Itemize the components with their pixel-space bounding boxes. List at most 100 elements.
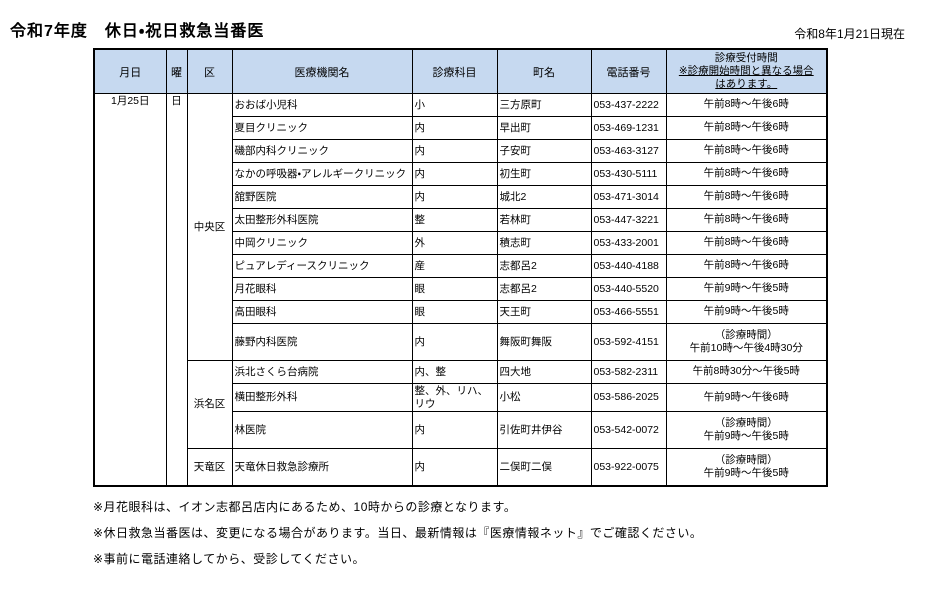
- column-header-day: 曜: [165, 48, 188, 94]
- column-header-ward: 区: [186, 48, 233, 94]
- table-row: 夏目クリニック内早出町 053-469-1231 午前8時～午後6時: [94, 116, 828, 140]
- institution-cell: ピュアレディースクリニック: [231, 254, 413, 278]
- institution-cell: 月花眼科: [231, 277, 413, 301]
- footnotes: ※月花眼科は、イオン志都呂店内にあるため、10時からの診療となります。 ※休日救…: [93, 494, 702, 572]
- phone-cell: 053-466-5551: [590, 300, 667, 324]
- table-row: 磯部内科クリニック内子安町 053-463-3127 午前8時～午後6時: [94, 139, 828, 163]
- date-cell: 1月25日: [93, 92, 167, 487]
- reception-hours-cell: 午前8時～午後6時: [665, 116, 828, 140]
- table-row: 浜名区 浜北さくら台病院 内、整 四大地 053-582-2311 午前8時30分～午後5…: [94, 359, 828, 450]
- reception-hours-cell: 午前8時30分～午後5時: [665, 360, 828, 384]
- institution-cell: おおば小児科: [231, 93, 413, 117]
- town-cell: 小松: [496, 382, 592, 413]
- town-cell: 積志町: [496, 231, 592, 255]
- roster-body: 1月25日日中央区 おおば小児科小三方原町 053-437-2222 午前8時～午後6…: [93, 92, 828, 487]
- column-header-reception-hours: 診療受付時間 ※診療開始時間と異なる場合 はあります。: [665, 48, 828, 94]
- phone-cell: 053-471-3014: [590, 185, 667, 209]
- table-row: 1月25日日中央区 おおば小児科小三方原町 053-437-2222 午前8時～午後6…: [93, 92, 828, 487]
- table-row: 高田眼科眼天王町 053-466-5551 午前9時～午後5時: [94, 300, 828, 324]
- institution-cell: 夏目クリニック: [231, 116, 413, 140]
- phone-cell: 053-437-2222: [590, 93, 667, 117]
- reception-hours-cell: （診療時間） 午前9時～午後5時: [665, 448, 828, 487]
- column-header-institution: 医療機関名: [231, 48, 413, 94]
- ward-cell: 天竜区: [186, 448, 233, 487]
- header-row: 月日 曜 区 医療機関名 診療科目 町名 電話番号 診療受付時間 ※診療開始時間…: [93, 48, 828, 94]
- town-cell: 子安町: [496, 139, 592, 163]
- institution-cell: 天竜休日救急診療所: [231, 448, 413, 487]
- department-cell: 内: [411, 116, 498, 140]
- reception-hours-cell: 午前8時～午後6時: [665, 162, 828, 186]
- institution-cell: 林医院: [231, 411, 413, 450]
- department-cell: 小: [411, 93, 498, 117]
- department-cell: 整: [411, 208, 498, 232]
- phone-cell: 053-447-3221: [590, 208, 667, 232]
- footnote: ※月花眼科は、イオン志都呂店内にあるため、10時からの診療となります。: [93, 500, 517, 514]
- page-title: 令和7年度 休日・祝日救急当番医: [10, 23, 265, 40]
- reception-hours-cell: 午前8時～午後6時: [665, 231, 828, 255]
- institution-cell: 横田整形外科: [231, 382, 413, 413]
- department-cell: 内: [411, 411, 498, 450]
- town-cell: 引佐町井伊谷: [496, 411, 592, 450]
- day-cell: 日: [165, 92, 188, 487]
- institution-cell: 太田整形外科医院: [231, 208, 413, 232]
- institution-cell: 浜北さくら台病院: [231, 360, 413, 384]
- reception-header-line2: ※診療開始時間と異なる場合: [678, 65, 814, 77]
- table-row: 月花眼科眼志都呂2 053-440-5520 午前9時～午後5時: [94, 277, 828, 301]
- town-cell: 四大地: [496, 360, 592, 384]
- table-row: 太田整形外科医院整若林町 053-447-3221 午前8時～午後6時: [94, 208, 828, 232]
- reception-hours-cell: 午前9時～午後6時: [665, 382, 828, 413]
- town-cell: 志都呂2: [496, 277, 592, 301]
- column-header-date: 月日: [93, 48, 167, 94]
- institution-cell: 舘野医院: [231, 185, 413, 209]
- phone-cell: 053-463-3127: [590, 139, 667, 163]
- reception-header-line1: 診療受付時間: [714, 52, 778, 64]
- reception-hours-cell: 午前8時～午後6時: [665, 208, 828, 232]
- department-cell: 眼: [411, 300, 498, 324]
- column-header-department: 診療科目: [411, 48, 498, 94]
- reception-hours-cell: 午前8時～午後6時: [665, 254, 828, 278]
- reception-hours-cell: 午前8時～午後6時: [665, 185, 828, 209]
- phone-cell: 053-469-1231: [590, 116, 667, 140]
- phone-cell: 053-922-0075: [590, 448, 667, 487]
- table-row: なかの呼吸器・アレルギークリニック内初生町 053-430-5111 午前8時～午後…: [94, 162, 828, 186]
- reception-hours-cell: 午前9時～午後5時: [665, 277, 828, 301]
- department-cell: 内: [411, 162, 498, 186]
- town-cell: 舞阪町舞阪: [496, 323, 592, 361]
- reception-header-line3: はあります。: [715, 78, 778, 90]
- reception-hours-cell: 午前8時～午後6時: [665, 93, 828, 117]
- department-cell: 内: [411, 139, 498, 163]
- town-cell: 早出町: [496, 116, 592, 140]
- phone-cell: 053-592-4151: [590, 323, 667, 361]
- institution-cell: 中岡クリニック: [231, 231, 413, 255]
- table-row: 藤野内科医院内舞阪町舞阪 053-592-4151 （診療時間） 午前10時～午後4…: [94, 323, 828, 361]
- department-cell: 内: [411, 448, 498, 487]
- department-cell: 内、整: [411, 360, 498, 384]
- town-cell: 志都呂2: [496, 254, 592, 278]
- table-row: 横田整形外科 整、外、リハ、リウ 小松 053-586-2025 午前9時～午後6時: [94, 382, 828, 413]
- column-header-phone: 電話番号: [590, 48, 667, 94]
- footnote: ※休日救急当番医は、変更になる場合があります。当日、最新情報は『医療情報ネット』…: [93, 526, 703, 540]
- town-cell: 初生町: [496, 162, 592, 186]
- town-cell: 若林町: [496, 208, 592, 232]
- table-row: 舘野医院内城北2 053-471-3014 午前8時～午後6時: [94, 185, 828, 209]
- department-cell: 内: [411, 185, 498, 209]
- phone-cell: 053-582-2311: [590, 360, 667, 384]
- institution-cell: 磯部内科クリニック: [231, 139, 413, 163]
- department-cell: 産: [411, 254, 498, 278]
- phone-cell: 053-433-2001: [590, 231, 667, 255]
- phone-cell: 053-586-2025: [590, 382, 667, 413]
- department-cell: 眼: [411, 277, 498, 301]
- department-cell: 外: [411, 231, 498, 255]
- town-cell: 天王町: [496, 300, 592, 324]
- table-row: ピュアレディースクリニック産志都呂2 053-440-4188 午前8時～午後6時: [94, 254, 828, 278]
- ward-cell: 中央区: [186, 93, 233, 361]
- phone-cell: 053-430-5111: [590, 162, 667, 186]
- phone-cell: 053-440-4188: [590, 254, 667, 278]
- ward-cell: 浜名区: [186, 359, 233, 450]
- footnote: ※事前に電話連絡してから、受診してください。: [93, 552, 365, 566]
- institution-cell: 藤野内科医院: [231, 323, 413, 361]
- duty-roster-table: 月日 曜 区 医療機関名 診療科目 町名 電話番号 診療受付時間 ※診療開始時間…: [93, 48, 828, 487]
- table-row: 天竜区 天竜休日救急診療所内二俣町二俣 053-922-0075 （診療時間） 午前9…: [94, 448, 828, 487]
- town-cell: 二俣町二俣: [496, 448, 592, 487]
